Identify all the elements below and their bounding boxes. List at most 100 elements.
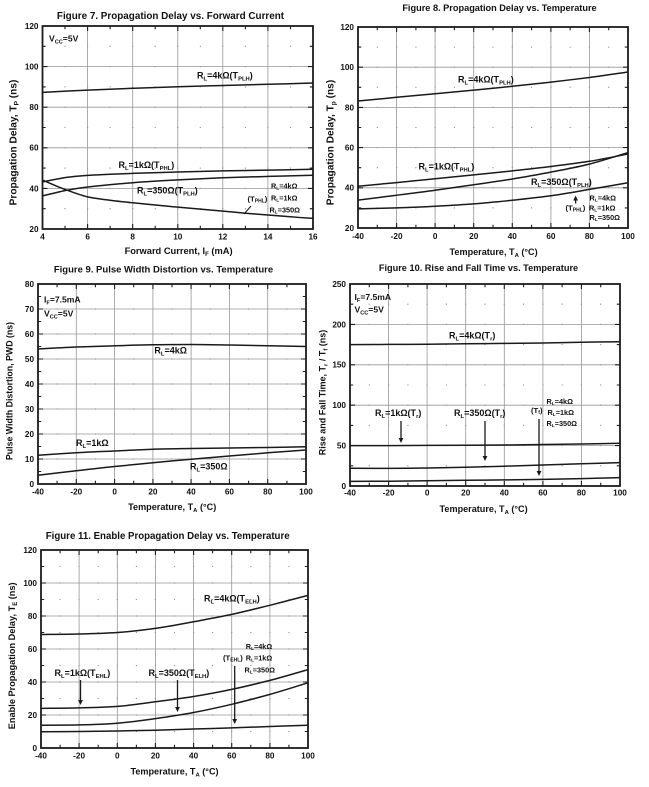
svg-text:60: 60 — [225, 488, 235, 497]
svg-text:80: 80 — [265, 752, 275, 761]
svg-text:VCC=5V: VCC=5V — [44, 309, 74, 321]
svg-text:50: 50 — [337, 442, 347, 451]
svg-text:4: 4 — [40, 233, 45, 242]
svg-text:0: 0 — [115, 752, 120, 761]
svg-text:30: 30 — [25, 405, 35, 414]
svg-text:-20: -20 — [391, 232, 403, 241]
svg-text:(TEHL): (TEHL) — [223, 654, 243, 664]
svg-text:80: 80 — [585, 232, 595, 241]
svg-text:RL=350Ω(TPLH): RL=350Ω(TPLH) — [137, 186, 198, 198]
svg-text:RL=1kΩ: RL=1kΩ — [589, 204, 616, 214]
svg-text:20: 20 — [345, 224, 355, 233]
svg-text:IF=7.5mA: IF=7.5mA — [355, 292, 392, 304]
svg-text:100: 100 — [332, 401, 346, 410]
svg-text:Temperature, TA (°C): Temperature, TA (°C) — [440, 504, 528, 516]
svg-text:Propagation Delay, TP (ns): Propagation Delay, TP (ns) — [9, 80, 21, 206]
svg-text:Figure 8. Propagation Delay vs: Figure 8. Propagation Delay vs. Temperat… — [402, 3, 596, 13]
svg-text:100: 100 — [613, 489, 627, 498]
svg-text:100: 100 — [299, 488, 313, 497]
svg-text:Propagation Delay, Tp (ns): Propagation Delay, Tp (ns) — [326, 80, 338, 205]
svg-text:80: 80 — [28, 612, 38, 621]
svg-text:Temperature, TA (°C): Temperature, TA (°C) — [130, 767, 218, 779]
svg-text:150: 150 — [332, 361, 346, 370]
svg-text:RL=4kΩ: RL=4kΩ — [547, 397, 574, 407]
svg-text:100: 100 — [23, 579, 37, 588]
svg-text:RL=1kΩ: RL=1kΩ — [548, 408, 575, 418]
svg-text:RL=350Ω(TPLH): RL=350Ω(TPLH) — [531, 177, 592, 189]
svg-text:-40: -40 — [352, 232, 364, 241]
svg-text:60: 60 — [25, 330, 35, 339]
svg-text:14: 14 — [263, 233, 273, 242]
svg-text:40: 40 — [29, 184, 39, 193]
svg-text:RL=1kΩ: RL=1kΩ — [246, 654, 273, 664]
svg-text:8: 8 — [130, 233, 135, 242]
svg-text:(Tf): (Tf) — [531, 406, 543, 416]
svg-text:10: 10 — [173, 233, 183, 242]
svg-text:80: 80 — [345, 103, 355, 112]
svg-text:Figure 7. Propagation Delay vs: Figure 7. Propagation Delay vs. Forward … — [57, 11, 285, 22]
svg-text:80: 80 — [29, 103, 39, 112]
svg-text:RL=350Ω: RL=350Ω — [245, 665, 276, 675]
svg-text:20: 20 — [29, 225, 39, 234]
svg-text:Figure 9. Pulse Width Distorti: Figure 9. Pulse Width Distortion vs. Tem… — [54, 265, 273, 276]
svg-text:RL=4kΩ(TPLH): RL=4kΩ(TPLH) — [197, 71, 253, 83]
svg-text:IF=7.5mA: IF=7.5mA — [44, 295, 81, 307]
svg-text:0: 0 — [32, 744, 37, 753]
svg-text:60: 60 — [227, 752, 237, 761]
svg-text:120: 120 — [25, 22, 39, 31]
svg-text:Rise and Fall Time, Tr / Tf (n: Rise and Fall Time, Tr / Tf (ns) — [318, 330, 330, 456]
svg-text:-20: -20 — [70, 488, 82, 497]
svg-text:70: 70 — [25, 305, 35, 314]
svg-text:RL=1kΩ(TEHL): RL=1kΩ(TEHL) — [55, 668, 111, 680]
svg-text:Temperature, TA (°C): Temperature, TA (°C) — [450, 247, 538, 259]
svg-text:RL=1kΩ(Tr): RL=1kΩ(Tr) — [375, 408, 421, 420]
svg-text:RL=4kΩ(TPLH): RL=4kΩ(TPLH) — [458, 75, 514, 87]
svg-text:RL=350Ω(Tr): RL=350Ω(Tr) — [454, 408, 505, 420]
svg-text:RL=1kΩ(TPHL): RL=1kΩ(TPHL) — [119, 160, 175, 172]
svg-text:-20: -20 — [73, 752, 85, 761]
svg-text:RL=350Ω(TELH): RL=350Ω(TELH) — [149, 668, 210, 680]
svg-text:(TPHL): (TPHL) — [566, 204, 586, 214]
svg-text:RL=1kΩ(TPHL): RL=1kΩ(TPHL) — [419, 162, 475, 174]
svg-text:RL=350Ω: RL=350Ω — [590, 213, 621, 223]
svg-text:Forward Current, IF (mA): Forward Current, IF (mA) — [125, 246, 233, 258]
svg-text:0: 0 — [425, 489, 430, 498]
svg-text:120: 120 — [340, 23, 354, 32]
svg-text:40: 40 — [189, 752, 199, 761]
svg-text:100: 100 — [301, 752, 315, 761]
svg-text:16: 16 — [308, 233, 318, 242]
svg-text:RL=350Ω: RL=350Ω — [190, 462, 228, 474]
svg-text:20: 20 — [469, 232, 479, 241]
svg-text:40: 40 — [25, 380, 35, 389]
svg-text:(TPHL): (TPHL) — [248, 195, 268, 205]
svg-text:20: 20 — [148, 488, 158, 497]
svg-text:RL=350Ω: RL=350Ω — [270, 206, 301, 216]
svg-text:Pulse Width Distortion, PWD (n: Pulse Width Distortion, PWD (ns) — [5, 322, 15, 460]
svg-text:RL=4kΩ: RL=4kΩ — [154, 346, 187, 358]
svg-text:Temperature, TA (°C): Temperature, TA (°C) — [128, 502, 216, 514]
svg-text:-40: -40 — [35, 752, 47, 761]
svg-text:20: 20 — [151, 752, 161, 761]
svg-text:-40: -40 — [344, 489, 356, 498]
svg-text:80: 80 — [577, 489, 587, 498]
svg-text:0: 0 — [29, 480, 34, 489]
svg-text:40: 40 — [508, 232, 518, 241]
svg-text:40: 40 — [187, 488, 197, 497]
svg-text:60: 60 — [28, 645, 38, 654]
svg-text:VCC=5V: VCC=5V — [355, 305, 385, 317]
svg-text:20: 20 — [28, 711, 38, 720]
svg-text:40: 40 — [28, 678, 38, 687]
svg-text:RL=4kΩ(Tr): RL=4kΩ(Tr) — [449, 331, 495, 343]
svg-text:100: 100 — [621, 232, 635, 241]
svg-text:60: 60 — [345, 144, 355, 153]
svg-text:0: 0 — [112, 488, 117, 497]
svg-text:0: 0 — [341, 482, 346, 491]
svg-text:12: 12 — [218, 233, 228, 242]
svg-text:Enable Propagation Delay, TE (: Enable Propagation Delay, TE (ns) — [7, 582, 19, 729]
svg-text:6: 6 — [85, 233, 90, 242]
svg-text:Figure 10. Rise and Fall Time: Figure 10. Rise and Fall Time vs. Temper… — [379, 263, 578, 273]
svg-text:200: 200 — [332, 320, 346, 329]
svg-text:100: 100 — [340, 63, 354, 72]
svg-text:10: 10 — [25, 455, 35, 464]
svg-text:RL=4kΩ: RL=4kΩ — [590, 194, 617, 204]
